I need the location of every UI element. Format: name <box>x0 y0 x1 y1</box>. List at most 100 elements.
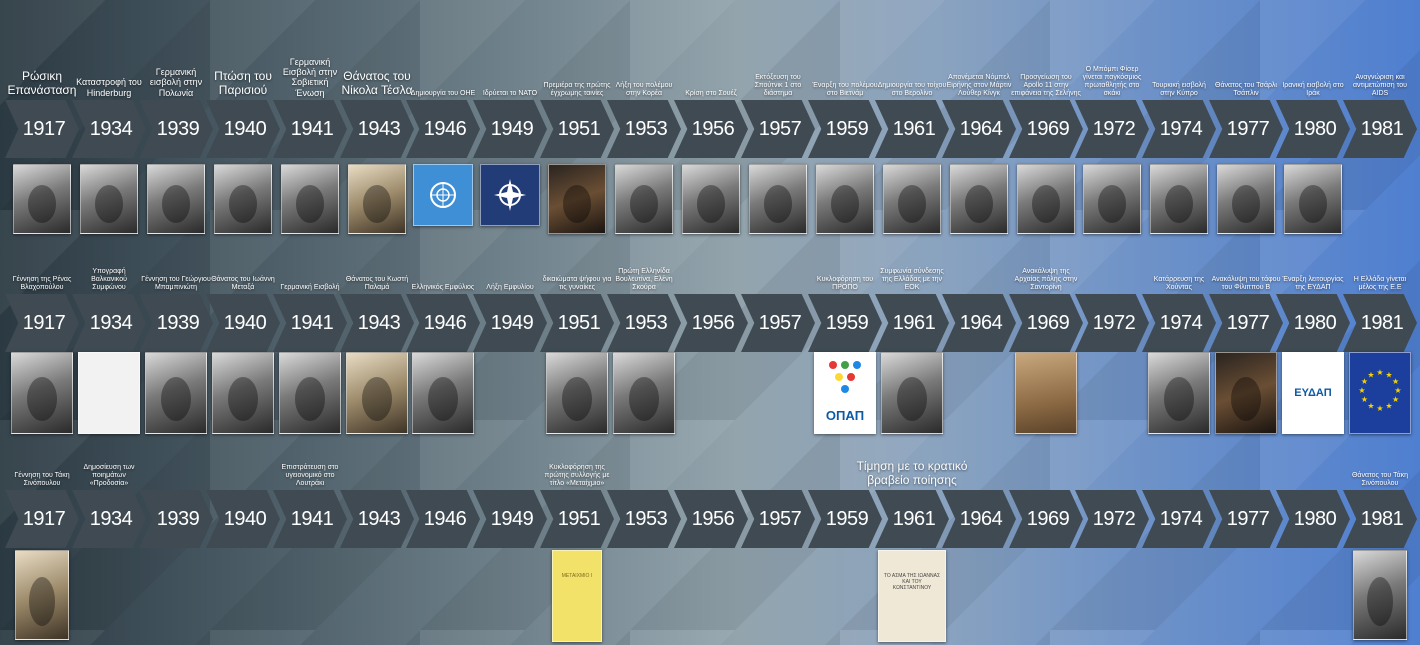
year-marker: 1917 <box>5 294 79 352</box>
year-label: 1934 <box>89 117 133 140</box>
suez-crisis-photo <box>682 164 740 234</box>
event-label: Ανακάλυψη της Αρχαίας πόλης στην Σαντορί… <box>1014 267 1078 291</box>
year-label: 1980 <box>1293 507 1337 530</box>
metaxas-portrait <box>212 352 274 434</box>
year-label: 1981 <box>1360 507 1404 530</box>
year-label: 1941 <box>290 507 334 530</box>
svg-text:★: ★ <box>1376 368 1383 377</box>
year-marker: 1949 <box>473 100 547 158</box>
year-marker: 1980 <box>1276 294 1350 352</box>
year-label: 1977 <box>1226 311 1270 334</box>
poet-timeline: Γέννηση του Τάκη Σινόπουλου Δημοσίευση τω… <box>0 440 1420 645</box>
year-marker: 1957 <box>741 490 815 548</box>
book-title: ΜΕΤΑΙΧΜΙΟ Ι <box>561 573 593 579</box>
barbarossa-photo <box>281 164 339 234</box>
event-label: Θάνατος του Ιωάννη Μεταξά <box>211 275 275 291</box>
year-marker: 1957 <box>741 100 815 158</box>
year-marker: 1972 <box>1075 490 1149 548</box>
svg-text:★: ★ <box>1392 395 1399 404</box>
year-label: 1940 <box>223 507 267 530</box>
year-label: 1917 <box>22 311 66 334</box>
cyprus-invasion-photo <box>1150 164 1208 234</box>
nato-compass-icon <box>494 179 526 211</box>
poet-events-labels: Γέννηση του Τάκη Σινόπουλου Δημοσίευση τω… <box>0 444 1420 490</box>
year-label: 1959 <box>825 507 869 530</box>
tesla-portrait <box>348 164 406 234</box>
event-label: Προσγείωση του Apollo 11 στην επιφάνεια … <box>1011 73 1081 97</box>
year-marker: 1934 <box>72 100 146 158</box>
event-label: Γέννηση του Γεώργιου Μπαμπινιώτη <box>141 275 211 291</box>
year-marker: 1969 <box>1009 490 1083 548</box>
year-label: 1957 <box>758 507 802 530</box>
year-label: 1941 <box>290 117 334 140</box>
vietnam-helicopters-photo <box>816 164 874 234</box>
year-label: 1940 <box>223 311 267 334</box>
year-label: 1940 <box>223 117 267 140</box>
event-label: Ελληνικός Εμφύλιος <box>411 283 475 291</box>
year-label: 1949 <box>490 117 534 140</box>
mlk-portrait <box>950 164 1008 234</box>
year-marker: 1961 <box>875 100 949 158</box>
year-marker: 1951 <box>540 100 614 158</box>
year-marker: 1939 <box>139 294 213 352</box>
year-label: 1953 <box>624 117 668 140</box>
year-label: 1977 <box>1226 117 1270 140</box>
year-label: 1981 <box>1360 117 1404 140</box>
opap-dots-icon <box>829 361 861 393</box>
event-label: Κυκλοφόρηση της πρώτης συλλογής με τίτλο… <box>544 463 610 487</box>
year-marker: 1980 <box>1276 100 1350 158</box>
year-marker: 1969 <box>1009 100 1083 158</box>
svg-text:★: ★ <box>1392 377 1399 386</box>
event-label: Ιδρύεται το ΝΑΤΟ <box>482 89 538 97</box>
year-label: 1977 <box>1226 507 1270 530</box>
event-label: Γερμανική εισβολή στην Πολωνία <box>149 66 203 98</box>
year-marker: 1953 <box>607 490 681 548</box>
event-label: Πτώση του Παρισιού <box>214 69 272 98</box>
event-label: Δημιουργία του ΟΗΕ <box>410 89 476 97</box>
greek-events-timeline: Γέννηση της Ρένας Βλαχοπούλου Υπογραφή Βα… <box>0 240 1420 440</box>
year-label: 1981 <box>1360 311 1404 334</box>
santorini-ruins-photo <box>1015 352 1077 434</box>
sinopoulos-young-photo <box>15 550 69 640</box>
world-events-year-band: 1917 1934 1939 1940 1941 1943 1946 1949 1951 1953… <box>0 100 1420 158</box>
year-marker: 1956 <box>674 294 748 352</box>
year-marker: 1977 <box>1209 490 1283 548</box>
award-book-cover: ΤΟ ΑΣΜΑ ΤΗΣ ΙΩΑΝΝΑΣ ΚΑΙ ΤΟΥ ΚΩΝΣΤΑΝΤΙΝΟΥ <box>878 550 946 642</box>
year-label: 1956 <box>691 117 735 140</box>
year-marker: 1972 <box>1075 100 1149 158</box>
year-label: 1917 <box>22 117 66 140</box>
event-label: Έναρξη του πολέμου στο Βιετνάμ <box>812 81 878 97</box>
year-label: 1961 <box>892 507 936 530</box>
sputnik-photo <box>749 164 807 234</box>
event-label: Ο Μπόμπι Φίσερ γίνεται παγκόσμιος πρωταθ… <box>1082 65 1142 97</box>
event-label: Ρώσικη Επανάσταση <box>7 69 77 98</box>
year-marker: 1961 <box>875 294 949 352</box>
event-label: Η Ελλάδα γίνεται μέλος της Ε.Ε <box>1353 275 1407 291</box>
year-marker: 1974 <box>1142 490 1216 548</box>
event-label: Εκτόξευση του Σπούτνικ 1 στο διάστημα <box>754 73 802 97</box>
year-marker: 1956 <box>674 100 748 158</box>
world-events-images <box>0 164 1420 239</box>
year-marker: 1961 <box>875 490 949 548</box>
year-label: 1972 <box>1092 507 1136 530</box>
event-label: Θάνατος του Νίκολα Τέσλα <box>341 69 413 98</box>
event-label: Πρώτη Ελληνίδα Βουλευτίνα, Ελένη Σκούρα <box>615 267 673 291</box>
year-label: 1974 <box>1159 311 1203 334</box>
year-marker: 1940 <box>206 294 280 352</box>
event-label: Ιρανική εισβολή στο Ιράκ <box>1282 81 1344 97</box>
year-label: 1939 <box>156 507 200 530</box>
year-marker: 1959 <box>808 294 882 352</box>
year-marker: 1949 <box>473 294 547 352</box>
event-label: Λήξη του πολέμου στην Κορέα <box>615 81 673 97</box>
poet-images: ΜΕΤΑΙΧΜΙΟ Ι ΤΟ ΑΣΜΑ ΤΗΣ ΙΩΑΝΝΑΣ ΚΑΙ ΤΟΥ Κ… <box>0 550 1420 644</box>
year-marker: 1981 <box>1343 490 1417 548</box>
year-marker: 1917 <box>5 100 79 158</box>
world-events-labels: Ρώσικη Επανάσταση Καταστροφή του Hinderbu… <box>0 38 1420 100</box>
year-label: 1946 <box>423 117 467 140</box>
year-label: 1943 <box>357 507 401 530</box>
year-label: 1964 <box>959 117 1003 140</box>
year-marker: 1972 <box>1075 294 1149 352</box>
year-label: 1941 <box>290 311 334 334</box>
year-label: 1934 <box>89 311 133 334</box>
metaichmio-book-cover: ΜΕΤΑΙΧΜΙΟ Ι <box>552 550 602 642</box>
